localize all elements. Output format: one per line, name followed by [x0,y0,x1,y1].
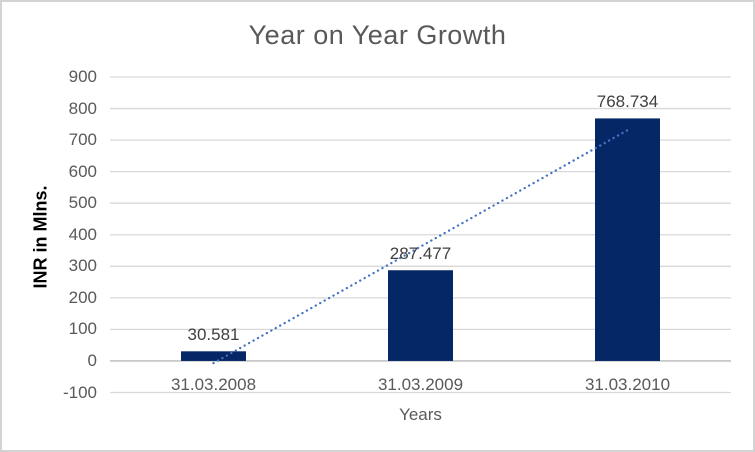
data-label: 30.581 [187,325,240,345]
y-tick-label: 0 [87,350,97,370]
bar [181,351,246,361]
y-tick-label: 600 [68,161,97,181]
y-tick-label: 900 [68,67,97,86]
y-tick-label: -100 [62,382,97,402]
y-tick-label: 100 [68,319,97,339]
data-label: 287.477 [389,244,452,264]
y-tick-label: 800 [68,98,97,118]
x-category-label: 31.03.2010 [584,375,671,394]
data-label: 768.734 [596,92,659,112]
y-tick-label: 400 [68,224,97,244]
y-tick-label: 500 [68,193,97,213]
bar [595,118,660,361]
x-category-label: 31.03.2009 [377,375,464,394]
y-tick-label: 700 [68,130,97,150]
bar [388,270,453,361]
x-axis-title: Years [399,405,442,424]
y-tick-label: 300 [68,256,97,276]
x-category-label: 31.03.2008 [170,375,257,394]
chart-title: Year on Year Growth [248,20,507,50]
y-tick-label: 200 [68,287,97,307]
